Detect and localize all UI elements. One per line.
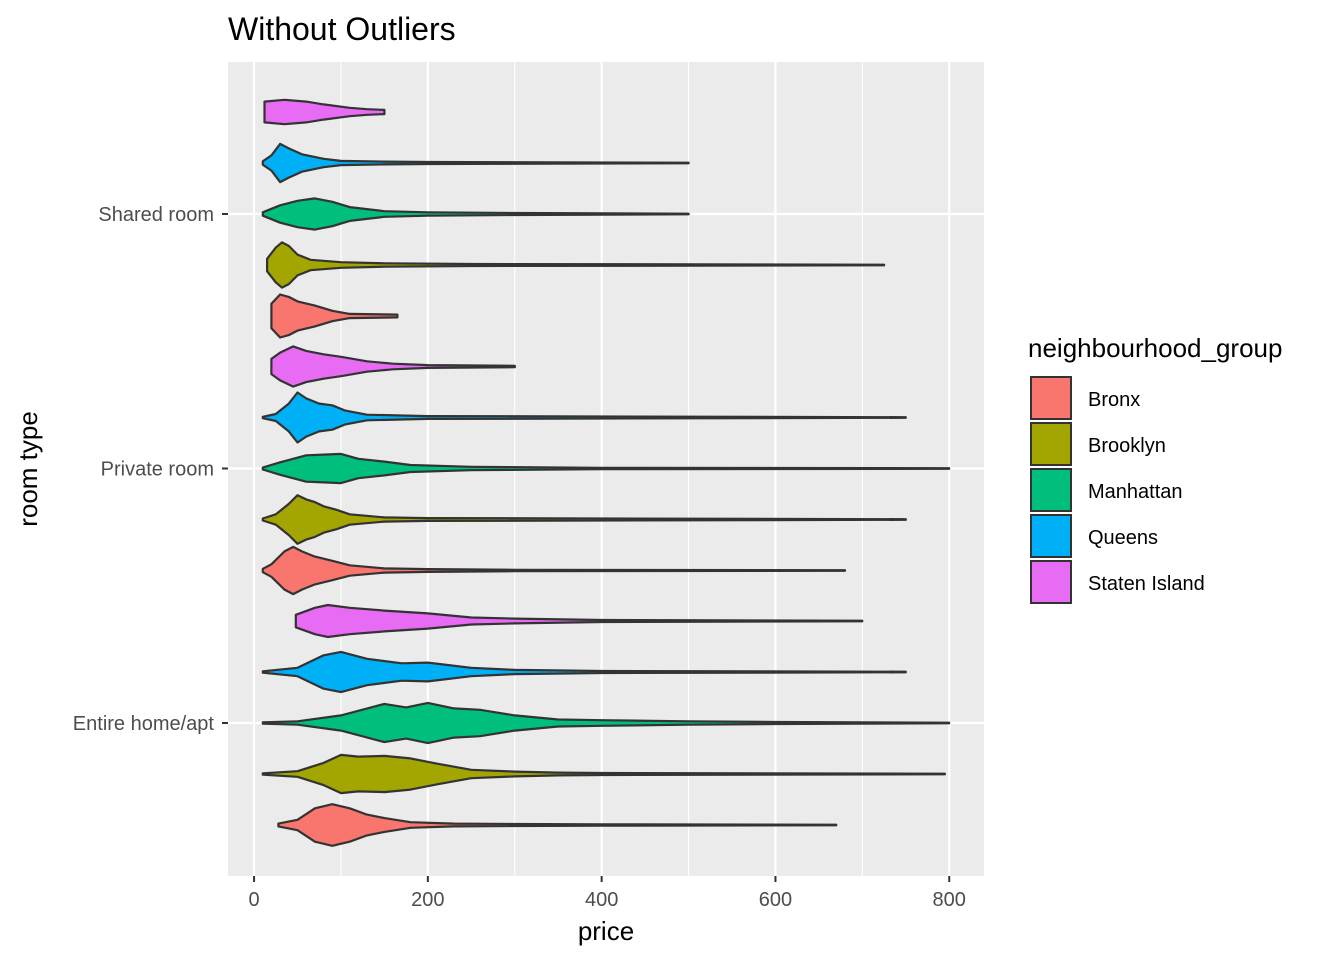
legend-swatch <box>1030 422 1072 466</box>
x-tick-label: 800 <box>933 889 966 911</box>
legend-label: Manhattan <box>1088 481 1183 503</box>
legend-swatch <box>1030 468 1072 512</box>
x-axis-title: price <box>578 916 634 946</box>
y-tick-label: Shared room <box>98 204 214 226</box>
x-tick-label: 600 <box>759 889 792 911</box>
x-tick-label: 0 <box>249 889 260 911</box>
legend: neighbourhood_group Bronx Brooklyn Manhatt… <box>1028 333 1282 604</box>
axes: 0 200 400 600 800 Entire home/apt Private room… <box>73 204 966 911</box>
violin-private-room-bronx <box>261 545 847 596</box>
violin-shared-room-manhattan <box>261 197 690 231</box>
violin-shared-room-bronx <box>270 293 399 339</box>
y-tick-label: Private room <box>101 459 214 481</box>
y-axis-title: room type <box>13 411 43 527</box>
violin-entire-home-apt-brooklyn <box>261 753 946 795</box>
legend-label: Staten Island <box>1088 573 1205 595</box>
legend-label: Brooklyn <box>1088 435 1166 457</box>
legend-label: Bronx <box>1088 389 1140 411</box>
violin-private-room-queens <box>261 391 907 444</box>
violin-shared-room-staten-island <box>263 98 386 126</box>
legend-label: Queens <box>1088 527 1158 549</box>
y-tick-label: Entire home/apt <box>73 713 215 735</box>
violin-shared-room-queens <box>261 142 690 184</box>
violin-shared-room-brooklyn <box>266 241 886 289</box>
legend-swatch <box>1030 376 1072 420</box>
x-tick-label: 400 <box>585 889 618 911</box>
legend-title: neighbourhood_group <box>1028 333 1282 363</box>
legend-swatch <box>1030 514 1072 558</box>
violin-layer <box>261 98 951 847</box>
violin-entire-home-apt-manhattan <box>261 701 951 745</box>
violin-entire-home-apt-bronx <box>277 803 838 847</box>
violin-private-room-staten-island <box>270 345 516 388</box>
violin-entire-home-apt-queens <box>261 650 907 694</box>
violin-entire-home-apt-staten-island <box>294 603 864 639</box>
violin-private-room-manhattan <box>261 452 951 485</box>
chart-title: Without Outliers <box>228 11 456 47</box>
violin-private-room-brooklyn <box>261 494 907 545</box>
legend-swatch <box>1030 560 1072 604</box>
x-tick-label: 200 <box>411 889 444 911</box>
